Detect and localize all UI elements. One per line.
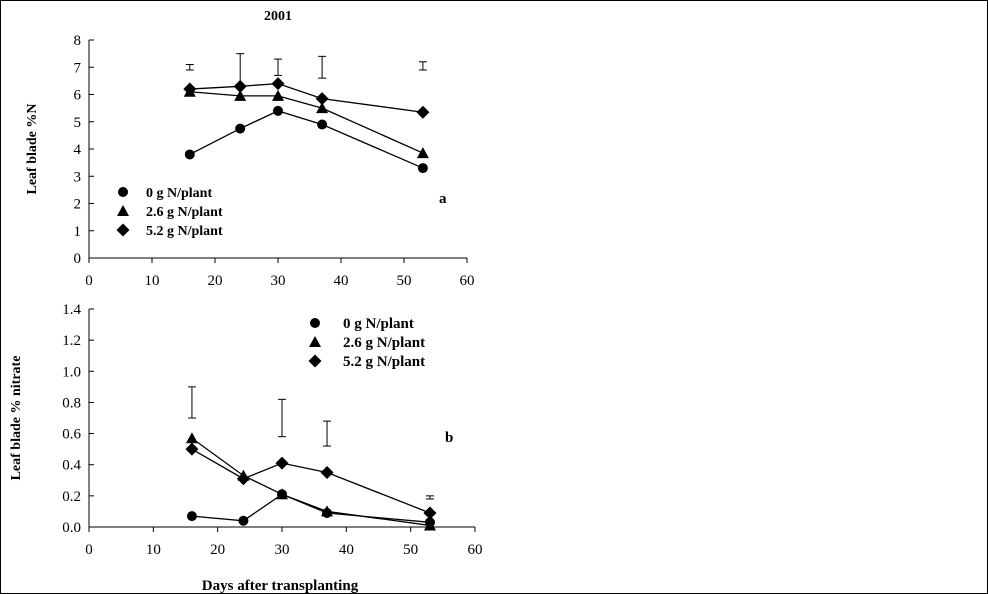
data-point-triangle [316,102,329,114]
data-point-diamond [183,82,197,96]
data-point-triangle [272,89,284,101]
x-tick-label: 20 [210,542,225,558]
legend-marker-circle [118,187,128,197]
x-tick-label: 30 [275,542,290,558]
y-tick-label: 4 [74,142,82,158]
x-tick-label: 40 [334,273,349,289]
x-tick-label: 0 [85,542,93,558]
data-point-triangle [234,89,247,101]
data-point-triangle [185,432,198,444]
legend-marker-circle [310,318,320,328]
y-tick-label: 1 [74,224,82,240]
series-line-diamond [191,448,431,514]
legend-marker-triangle [309,336,321,347]
data-point-diamond [416,105,430,119]
panel-letter: a [439,191,447,207]
y-tick-label: 0.0 [62,520,81,536]
data-point-circle [186,511,197,522]
legend-label: 0 g N/plant [146,186,212,201]
y-tick-label: 0 [74,251,82,267]
data-point-diamond [233,79,247,93]
series-line-circle [189,110,424,169]
x-tick-label: 20 [208,273,223,289]
legend-marker-triangle [117,205,129,216]
data-point-circle [417,163,428,174]
legend-label: 5.2 g N/plant [146,224,223,239]
x-tick-label: 40 [339,542,354,558]
panel-letter: b [445,430,453,446]
panel-title: 2001 [264,9,292,24]
panel-b-chart: 0.0 0.2 0.4 0.6 0.8 1.0 1.2 1.4 0 10 20 30 40 50 60 Lea… [9,302,483,594]
legend-label: 5.2 g N/plant [343,354,425,370]
data-point-circle [184,149,195,160]
y-tick-label: 8 [74,33,82,49]
x-axis-title: Days after transplanting [202,578,359,594]
x-tick-label: 50 [403,542,418,558]
x-tick-label: 30 [271,273,286,289]
data-point-diamond [275,456,289,470]
data-point-triangle [423,519,436,531]
y-tick-label: 5 [74,115,82,131]
y-tick-label: 0.4 [62,458,81,474]
y-tick-label: 1.4 [62,302,81,318]
legend-label: 0 g N/plant [343,316,414,332]
data-point-diamond [320,466,334,479]
data-point-triangle [276,488,288,500]
data-point-diamond [185,442,199,456]
x-tick-label: 10 [146,542,161,558]
series-line-triangle [189,91,424,154]
y-tick-label: 6 [74,88,82,104]
data-point-circle [273,105,283,116]
y-tick-label: 2 [74,197,82,213]
data-point-triangle [416,147,429,159]
y-axis-title: Leaf blade %N [25,104,40,195]
y-tick-label: 3 [74,169,82,185]
y-tick-label: 1.2 [62,333,81,349]
data-point-diamond [271,77,285,91]
data-point-circle [317,119,328,130]
data-point-triangle [321,505,334,517]
x-tick-label: 0 [85,273,93,289]
x-tick-label: 10 [145,273,160,289]
legend-label: 2.6 g N/plant [146,205,223,220]
y-tick-label: 0.2 [62,489,81,505]
legend-marker-diamond [116,223,130,237]
data-point-diamond [236,472,250,486]
data-point-diamond [423,506,437,520]
data-point-circle [238,515,249,526]
x-tick-label: 60 [468,542,483,558]
y-tick-label: 1.0 [62,364,81,380]
y-axis-title: Leaf blade % nitrate [9,356,24,481]
data-point-diamond [315,92,329,106]
series-line-diamond [189,82,423,113]
y-tick-label: 0.6 [62,427,81,443]
series-line-triangle [191,437,431,527]
legend-marker-diamond [308,354,322,368]
x-tick-label: 60 [460,273,475,289]
y-tick-label: 7 [74,60,82,76]
legend-label: 2.6 g N/plant [343,335,425,351]
x-tick-label: 50 [397,273,412,289]
y-tick-label: 0.8 [62,395,81,411]
panel-a-chart: 0 1 2 3 4 5 6 7 8 0 10 20 30 40 50 60 Leaf blade %N 2001 a… [25,9,475,289]
data-point-circle [235,123,246,134]
